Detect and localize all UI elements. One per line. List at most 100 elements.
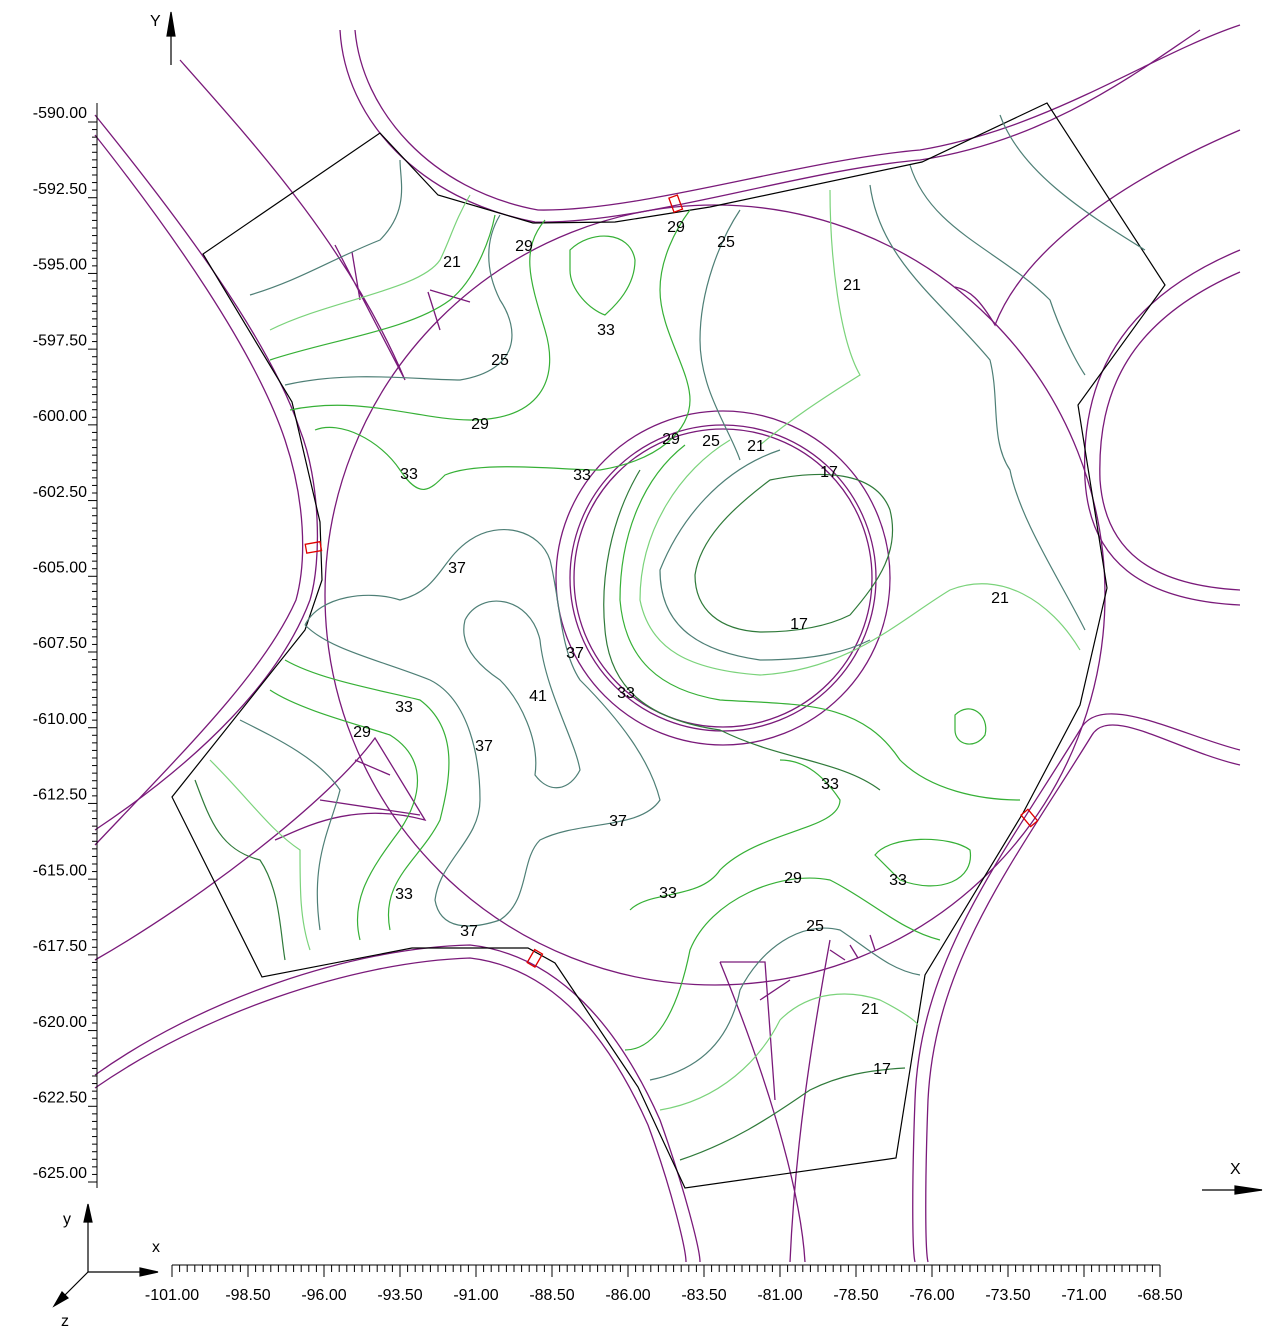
arrowhead [139,1267,159,1277]
contour-label: 37 [448,560,466,577]
survey-boundary [171,102,1166,1189]
triad-z-label: z [61,1313,69,1329]
arrowhead [52,1291,69,1308]
contour-label: 33 [617,685,635,702]
splitter [179,59,471,381]
contour-line [999,114,1146,251]
y-axis-label: Y [150,13,161,30]
y-tick-label: -602.50 [33,484,87,501]
contour-label: 33 [659,885,677,902]
x-tick-label: -93.50 [377,1287,422,1304]
triad-x-label: x [152,1239,160,1256]
y-tick-label: -620.00 [33,1014,87,1031]
arrowhead [1234,1185,1263,1195]
contour-label: 25 [702,433,720,450]
arrowhead [83,1203,93,1223]
contour-line [289,219,551,421]
roads [94,24,1241,1263]
survey-markers [304,194,1039,968]
island-ring [573,428,873,728]
contour-line [269,689,419,941]
contour-label: 29 [471,416,489,433]
contour-line [284,659,450,931]
contour-label: 37 [460,923,478,940]
contour-line [304,529,661,927]
contour-label: 41 [529,688,547,705]
contour-label: 33 [573,467,591,484]
y-tick-label: -622.50 [33,1090,87,1107]
road-edge [1099,271,1241,591]
contour-label: 29 [662,431,680,448]
contour-label: 37 [566,645,584,662]
y-tick-label: -592.50 [33,181,87,198]
contour-label: 25 [806,918,824,935]
contour-line [284,214,513,386]
contour-label: 21 [843,277,861,294]
contour-line [269,214,496,361]
contour-label: 17 [873,1061,891,1078]
axis-arrows [52,11,1263,1308]
contour-label: 21 [443,254,461,271]
x-tick-label: -76.00 [909,1287,954,1304]
road-edge [94,944,701,1263]
contour-label: 21 [747,438,765,455]
y-tick-label: -607.50 [33,635,87,652]
road-edge [954,129,1241,327]
y-tick-label: -597.50 [33,332,87,349]
contour-line [699,209,741,461]
contour-label: 25 [491,352,509,369]
x-tick-label: -96.00 [301,1287,346,1304]
marker [304,540,323,554]
contour-line [569,235,636,316]
marker [668,194,684,214]
road-edge [912,713,1241,1263]
contour-label: 29 [353,724,371,741]
y-tick-label: -615.00 [33,862,87,879]
y-tick-label: -625.00 [33,1165,87,1182]
contour-label: 25 [717,234,735,251]
island-ring [555,410,891,746]
contour-line [209,759,311,951]
contour-line [629,759,841,911]
contour-line [659,449,871,661]
contour-line [659,993,919,1111]
x-tick-label: -83.50 [681,1287,726,1304]
contour-line [679,1067,906,1161]
contours [194,114,1146,1161]
y-tick-label: -610.00 [33,711,87,728]
marker [526,948,544,968]
contour-line [249,159,403,296]
roundabout-outer [324,204,1106,986]
x-axis-label: X [1230,1161,1241,1178]
contour-label: 33 [889,872,907,889]
contour-line [603,469,881,791]
triad-y-label: y [63,1211,71,1228]
y-tick-label: -617.50 [33,938,87,955]
road-edge [94,114,319,831]
contour-line [194,779,286,961]
contour-line [624,877,941,1051]
x-tick-label: -73.50 [985,1287,1030,1304]
contour-label: 33 [597,322,615,339]
contour-line [314,209,691,490]
contour-label: 29 [784,870,802,887]
arrowhead [166,11,176,37]
y-tick-label: -605.00 [33,560,87,577]
contour-label: 21 [861,1001,879,1018]
x-tick-label: -91.00 [453,1287,498,1304]
contour-line [463,600,581,789]
contour-line [874,838,971,887]
y-tick-label: -612.50 [33,787,87,804]
contour-line [619,444,1021,801]
contour-label: 29 [515,238,533,255]
contour-label: 29 [667,219,685,236]
contour-label: 37 [609,813,627,830]
contour-line [239,719,341,931]
contour-line [269,194,471,331]
contour-label: 37 [475,738,493,755]
x-tick-label: -68.50 [1137,1287,1182,1304]
contour-line [649,927,921,1081]
contour-line [954,708,987,745]
x-tick-label: -101.00 [145,1287,199,1304]
